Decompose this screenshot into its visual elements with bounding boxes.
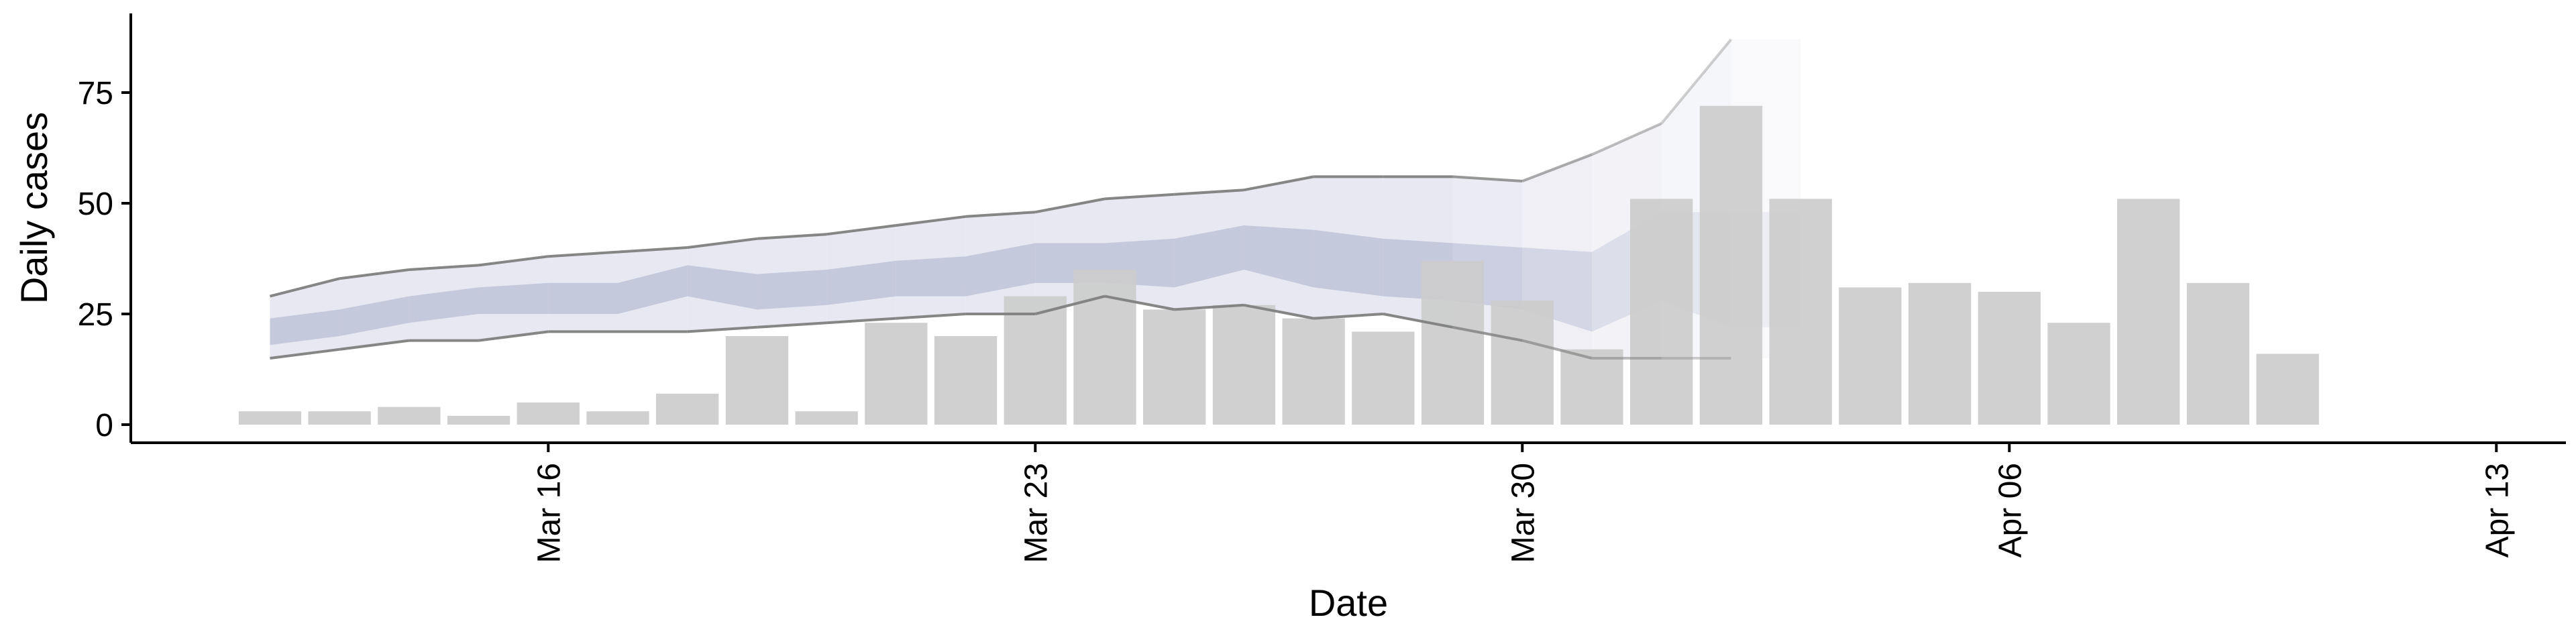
lower-bound-line	[478, 330, 549, 342]
bar	[1839, 287, 1902, 425]
upper-bound-line	[896, 215, 966, 227]
lower-bound-line	[1104, 294, 1175, 311]
inner-band-segment	[826, 260, 896, 305]
lower-bound-line	[757, 321, 827, 329]
bar	[1630, 199, 1693, 425]
lower-bound-line	[1034, 294, 1106, 315]
bar	[2186, 282, 2250, 425]
axes: 0 25 50 75 Mar 16 Mar 23 Mar 30 Apr 06 Apr 13	[78, 13, 2566, 563]
bar	[238, 411, 302, 425]
bar	[656, 393, 719, 425]
bar	[1282, 318, 1345, 425]
bar	[1560, 349, 1623, 425]
upper-bound-line	[757, 233, 827, 240]
upper-bound-line	[409, 264, 479, 271]
lower-bound-line	[826, 317, 896, 325]
y-tick-label: 25	[78, 297, 113, 333]
bar	[934, 336, 998, 425]
upper-bound-line	[826, 224, 897, 236]
y-tick-label: 50	[78, 186, 113, 222]
x-tick-label: Apr 06	[1992, 463, 2028, 557]
lower-bound-line	[1383, 313, 1453, 329]
bar	[725, 336, 789, 425]
lower-bound-line	[1313, 313, 1383, 320]
inner-band-segment	[965, 243, 1036, 297]
upper-bound-line	[1521, 153, 1593, 182]
inner-band-segment	[1244, 225, 1314, 288]
bar	[1212, 305, 1276, 425]
inner-band-segment	[339, 296, 409, 336]
lower-bound-line	[1174, 303, 1244, 311]
bar	[1978, 292, 2041, 425]
bar	[2256, 354, 2319, 425]
inner-band-segment	[548, 282, 618, 314]
bar	[378, 407, 441, 425]
upper-bound-line	[478, 255, 549, 267]
bar	[1699, 105, 1763, 425]
bar	[1352, 331, 1415, 425]
inner-band-segment	[896, 256, 966, 297]
bar	[2047, 323, 2110, 425]
inner-band-segment	[687, 265, 757, 310]
inner-band-segment	[478, 282, 549, 314]
bar	[1908, 282, 1972, 425]
upper-bound-line	[1104, 193, 1175, 201]
lower-bound-line	[896, 313, 966, 320]
bar	[1491, 301, 1554, 425]
bar	[1769, 199, 1832, 425]
inner-band-segment	[618, 265, 688, 314]
bar	[447, 415, 511, 425]
x-tick-label: Mar 23	[1018, 463, 1054, 563]
upper-bound-line	[617, 246, 688, 254]
lower-bound-line	[270, 347, 340, 360]
inner-band-segment	[409, 287, 479, 323]
bar	[795, 411, 858, 425]
inner-band-segment	[270, 309, 340, 345]
x-axis-title: Date	[1309, 582, 1388, 624]
x-tick-label: Mar 16	[531, 463, 567, 563]
upper-bound-line	[1660, 38, 1732, 125]
bar-series	[238, 105, 2319, 425]
upper-bound-line	[1174, 189, 1244, 196]
bar	[1004, 296, 1067, 425]
lower-bound-line	[1244, 303, 1314, 320]
y-tick-label: 0	[95, 408, 113, 443]
upper-bound-line	[1244, 175, 1314, 192]
upper-bound-line	[339, 268, 410, 280]
bar	[1143, 309, 1206, 425]
y-axis-title: Daily cases	[13, 112, 55, 304]
lower-bound-line	[339, 339, 410, 351]
bar	[1421, 260, 1485, 425]
upper-bound-line	[1591, 122, 1662, 156]
upper-bound-line	[269, 277, 340, 298]
upper-bound-line	[1034, 197, 1106, 214]
bar	[308, 411, 371, 425]
upper-bound-line	[965, 211, 1036, 218]
bar	[2117, 199, 2180, 425]
x-tick-label: Apr 13	[2479, 463, 2515, 557]
upper-bound-line	[687, 237, 757, 249]
upper-bound-line	[1452, 175, 1523, 182]
x-tick-label: Mar 30	[1505, 463, 1541, 563]
lower-bound-line	[687, 325, 757, 333]
inner-band-segment	[1313, 229, 1383, 297]
bar	[586, 411, 649, 425]
bar	[1073, 270, 1136, 425]
estimate-bound-lines	[269, 38, 1732, 360]
inner-band-segment	[1174, 225, 1244, 288]
lower-bound-line	[1521, 339, 1593, 360]
inner-band-segment	[757, 270, 827, 310]
upper-bound-line	[548, 250, 619, 258]
lower-bound-line	[1452, 325, 1523, 342]
y-tick-label: 75	[78, 76, 113, 111]
bar	[517, 402, 580, 425]
bar	[865, 323, 928, 425]
